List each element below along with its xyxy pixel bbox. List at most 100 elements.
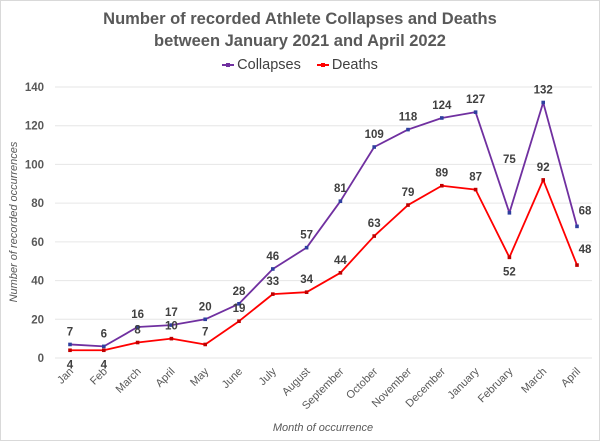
data-point-deaths xyxy=(68,348,72,353)
data-label-deaths: 19 xyxy=(233,303,246,315)
data-label-collapses: 75 xyxy=(503,154,516,166)
data-point-deaths xyxy=(135,340,140,345)
legend-label-collapses: Collapses xyxy=(237,57,301,73)
series-lines xyxy=(68,100,579,353)
y-tick-label: 80 xyxy=(31,198,44,210)
data-label-deaths: 33 xyxy=(266,276,279,288)
x-tick-label: August xyxy=(280,366,313,399)
data-label-deaths: 89 xyxy=(435,168,448,180)
data-label-collapses: 81 xyxy=(334,183,347,195)
data-label-collapses: 109 xyxy=(365,129,384,141)
data-point-collapses xyxy=(406,127,410,132)
x-tick-label: February xyxy=(476,365,516,405)
y-axis-title: Number of recorded occurrences xyxy=(8,141,20,302)
data-label-collapses: 118 xyxy=(399,112,418,124)
data-point-collapses xyxy=(135,325,140,329)
data-point-deaths xyxy=(541,178,545,182)
data-label-deaths: 4 xyxy=(101,359,108,371)
y-tick-label: 20 xyxy=(31,314,44,326)
y-tick-label: 60 xyxy=(31,237,44,249)
y-axis-ticks: 0 20 40 60 80 100 120 140 xyxy=(25,82,44,365)
data-point-deaths xyxy=(507,255,512,260)
data-point-deaths xyxy=(372,234,376,238)
data-point-deaths xyxy=(102,348,106,353)
data-label-deaths: 34 xyxy=(300,274,313,286)
y-tick-label: 100 xyxy=(25,159,44,171)
data-point-deaths xyxy=(169,336,174,341)
data-label-deaths: 48 xyxy=(579,244,592,256)
data-label-collapses: 68 xyxy=(579,205,592,217)
data-point-deaths xyxy=(271,292,275,296)
data-point-collapses xyxy=(271,267,275,271)
data-point-deaths xyxy=(304,290,309,294)
data-label-deaths: 79 xyxy=(402,187,415,199)
data-label-collapses: 124 xyxy=(432,100,452,112)
x-axis-title: Month of occurrence xyxy=(273,422,373,434)
y-tick-label: 40 xyxy=(31,276,44,288)
data-point-deaths xyxy=(473,187,478,192)
y-tick-label: 0 xyxy=(38,353,44,365)
data-label-deaths: 52 xyxy=(503,266,516,278)
chart-legend: Collapses Deaths xyxy=(0,54,600,73)
data-label-collapses: 20 xyxy=(199,301,212,313)
data-label-collapses: 28 xyxy=(233,286,246,298)
data-label-collapses: 127 xyxy=(466,94,485,106)
data-point-collapses xyxy=(507,211,512,215)
series-line-collapses xyxy=(69,101,578,348)
series-line-deaths xyxy=(70,179,578,352)
data-point-collapses xyxy=(372,145,376,149)
data-point-deaths xyxy=(406,203,410,207)
x-axis-ticks: Jan Feb March April May June July AugustSeptemb… xyxy=(55,365,583,412)
data-label-collapses: 57 xyxy=(300,230,313,242)
x-tick-label: July xyxy=(257,365,280,388)
data-label-deaths: 10 xyxy=(165,321,178,333)
data-label-deaths: 92 xyxy=(537,162,550,174)
x-tick-label: April xyxy=(559,366,583,390)
data-point-collapses xyxy=(473,110,478,114)
data-label-deaths: 87 xyxy=(469,172,482,184)
y-tick-label: 140 xyxy=(25,82,44,94)
data-point-collapses xyxy=(440,116,444,120)
data-point-collapses xyxy=(68,342,72,347)
data-point-deaths xyxy=(203,342,207,347)
data-point-collapses xyxy=(541,100,545,105)
data-point-collapses xyxy=(169,323,174,327)
x-tick-label: March xyxy=(519,366,549,396)
chart-title: Number of recorded Athlete Collapses and… xyxy=(0,8,600,52)
data-label-collapses: 17 xyxy=(165,307,178,319)
x-tick-label: May xyxy=(188,365,212,389)
data-point-collapses xyxy=(102,344,106,349)
x-tick-label: April xyxy=(153,366,177,390)
data-label-collapses: 46 xyxy=(266,251,279,263)
x-tick-label: March xyxy=(114,366,144,396)
data-label-collapses: 16 xyxy=(131,309,144,321)
legend-swatch-collapses xyxy=(222,63,235,67)
data-label-collapses: 132 xyxy=(534,84,553,96)
y-tick-label: 120 xyxy=(25,121,44,133)
data-label-collapses: 7 xyxy=(67,326,73,338)
legend-item-collapses: Collapses xyxy=(222,57,301,73)
data-label-deaths: 44 xyxy=(334,255,347,267)
data-point-collapses xyxy=(237,302,241,306)
data-point-collapses xyxy=(338,199,343,204)
chart-title-line-1: Number of recorded Athlete Collapses and… xyxy=(103,10,497,28)
data-point-deaths xyxy=(338,271,343,275)
data-label-deaths: 4 xyxy=(67,359,74,371)
data-point-collapses xyxy=(203,317,207,322)
legend-item-deaths: Deaths xyxy=(316,57,378,73)
data-label-deaths: 7 xyxy=(202,326,208,338)
data-point-deaths xyxy=(237,319,241,324)
data-point-collapses xyxy=(304,245,309,250)
legend-swatch-deaths xyxy=(316,63,329,67)
data-label-collapses: 6 xyxy=(101,328,107,340)
legend-label-deaths: Deaths xyxy=(331,57,378,73)
data-label-deaths: 8 xyxy=(134,325,141,337)
chart-title-line-2: between January 2021 and April 2022 xyxy=(154,32,446,50)
data-label-deaths: 63 xyxy=(368,218,381,230)
data-point-deaths xyxy=(440,183,444,188)
x-tick-label: June xyxy=(220,366,245,391)
data-point-collapses xyxy=(575,224,579,229)
data-point-deaths xyxy=(575,263,579,267)
